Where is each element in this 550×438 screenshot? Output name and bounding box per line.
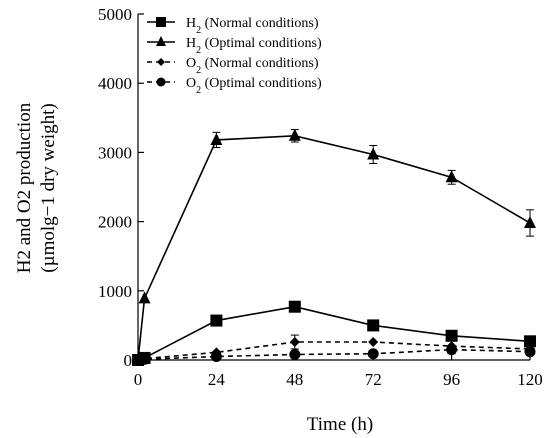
legend-marker xyxy=(156,77,166,87)
series-2 xyxy=(132,128,536,365)
series-1-line xyxy=(137,305,531,361)
data-point xyxy=(288,128,301,141)
legend-label: H2 (Optimal conditions) xyxy=(186,36,322,56)
legend-entry-2: H2 (Optimal conditions) xyxy=(147,36,322,56)
legend-marker xyxy=(156,17,166,27)
y-tick-label: 5000 xyxy=(98,5,132,24)
data-point xyxy=(367,147,380,160)
x-axis-title: Time (h) xyxy=(307,414,373,435)
x-tick-label: 0 xyxy=(134,370,143,389)
data-point xyxy=(524,335,536,348)
series-1 xyxy=(132,300,536,366)
series-group xyxy=(132,128,536,366)
series-2-line xyxy=(137,134,531,361)
legend-marker xyxy=(156,36,166,46)
y-tick-label: 1000 xyxy=(98,282,132,301)
data-point xyxy=(524,215,536,228)
legend-label: H2 (Normal conditions) xyxy=(186,16,319,36)
data-point xyxy=(445,170,458,183)
y-tick-label: 3000 xyxy=(98,143,132,162)
legend-entry-1: H2 (Normal conditions) xyxy=(147,16,319,36)
x-tick-label: 48 xyxy=(286,370,303,389)
y-axis-title-line2: (µmolg−1 dry weight) xyxy=(38,103,59,272)
y-tick-label: 0 xyxy=(124,351,133,370)
series-4-line xyxy=(137,348,531,361)
data-point xyxy=(289,337,300,348)
data-point xyxy=(289,348,301,360)
data-point xyxy=(446,344,458,356)
y-tick-label: 4000 xyxy=(98,74,132,93)
data-point xyxy=(445,329,458,342)
data-point xyxy=(210,132,223,145)
legend: H2 (Normal conditions)H2 (Optimal condit… xyxy=(147,16,322,96)
data-point xyxy=(138,291,151,304)
legend-marker xyxy=(157,58,165,66)
legend-label: O2 (Normal conditions) xyxy=(186,56,319,76)
data-point xyxy=(368,337,379,348)
tick-labels: 0 24 48 72 96 120 0 1000 2000 3000 4000 5000 xyxy=(98,5,543,389)
x-tick-label: 72 xyxy=(365,370,382,389)
data-point xyxy=(210,314,223,327)
data-point xyxy=(367,348,379,360)
series-4 xyxy=(132,344,536,366)
data-point xyxy=(288,300,301,313)
y-tick-label: 2000 xyxy=(98,213,132,232)
legend-label: O2 (Optimal conditions) xyxy=(186,76,322,96)
legend-entry-4: O2 (Optimal conditions) xyxy=(147,76,322,96)
x-tick-label: 24 xyxy=(208,370,226,389)
data-point xyxy=(367,319,380,332)
data-point xyxy=(139,353,151,365)
x-tick-label: 120 xyxy=(517,370,543,389)
legend-entry-3: O2 (Normal conditions) xyxy=(147,56,319,76)
data-point xyxy=(210,351,222,363)
y-axis-title-line1: H2 and O2 production xyxy=(14,102,35,273)
x-tick-label: 96 xyxy=(443,370,460,389)
data-point xyxy=(524,346,536,358)
